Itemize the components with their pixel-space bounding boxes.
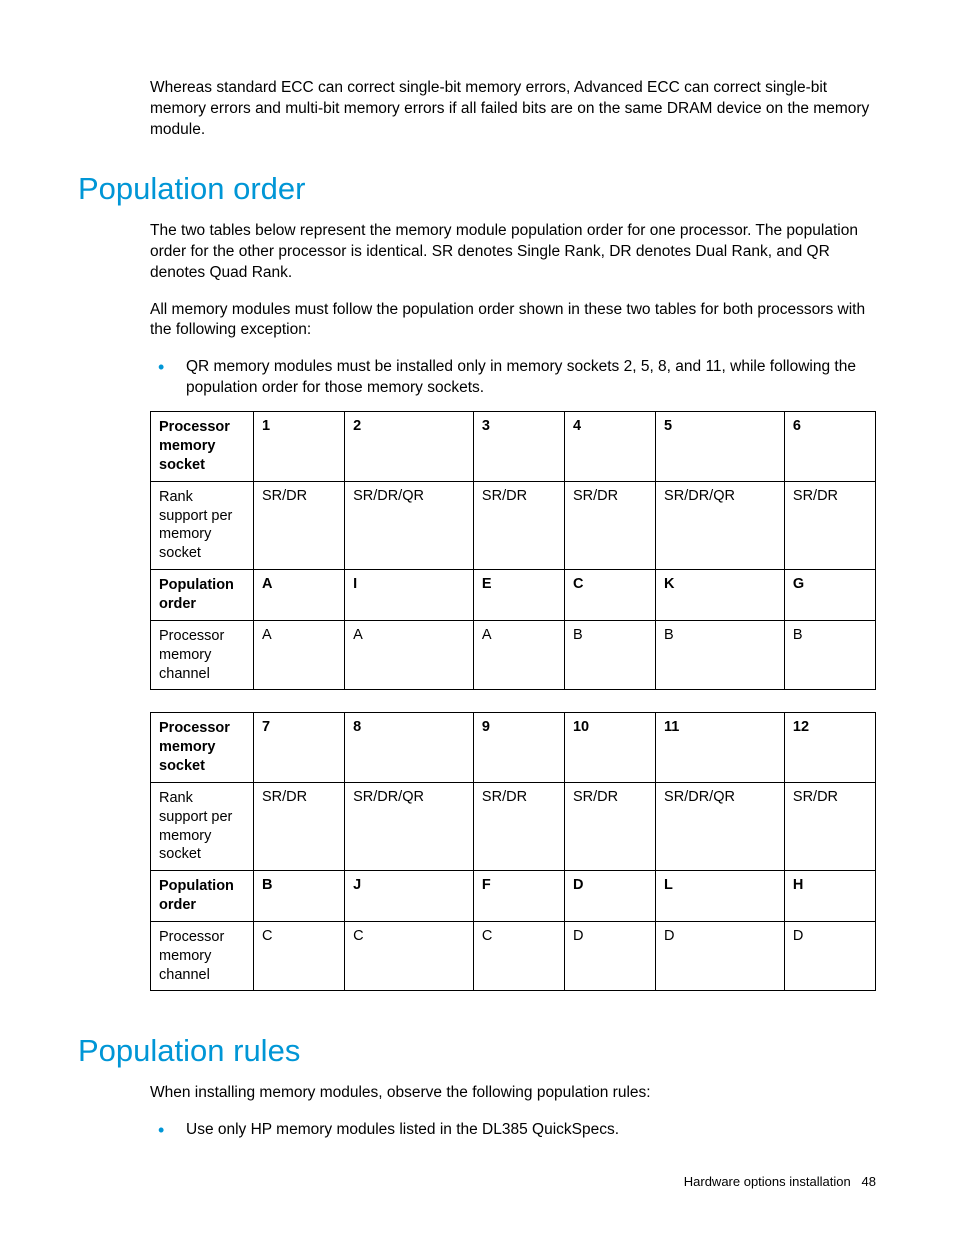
row-label: Processor memory channel [151, 620, 254, 690]
cell: SR/DR [254, 782, 345, 870]
cell: 9 [473, 713, 564, 783]
cell: G [784, 570, 875, 621]
cell: SR/DR/QR [656, 481, 785, 569]
cell: SR/DR [564, 481, 655, 569]
row-label: Rank support per memory socket [151, 782, 254, 870]
table-row: Population order B J F D L H [151, 871, 876, 922]
cell: J [345, 871, 474, 922]
cell: 3 [473, 412, 564, 482]
table-row: Processor memory socket 1 2 3 4 5 6 [151, 412, 876, 482]
cell: 5 [656, 412, 785, 482]
section1-para1: The two tables below represent the memor… [78, 221, 876, 284]
cell: A [254, 570, 345, 621]
section2-para1: When installing memory modules, observe … [78, 1083, 876, 1104]
row-label: Processor memory socket [151, 713, 254, 783]
section-heading-population-rules: Population rules [78, 1033, 876, 1069]
table-row: Rank support per memory socket SR/DR SR/… [151, 782, 876, 870]
table-row: Processor memory socket 7 8 9 10 11 12 [151, 713, 876, 783]
cell: E [473, 570, 564, 621]
cell: A [254, 620, 345, 690]
row-label: Processor memory socket [151, 412, 254, 482]
row-label: Rank support per memory socket [151, 481, 254, 569]
section-heading-population-order: Population order [78, 171, 876, 207]
cell: C [564, 570, 655, 621]
cell: SR/DR [473, 782, 564, 870]
cell: 6 [784, 412, 875, 482]
intro-paragraph: Whereas standard ECC can correct single-… [78, 78, 876, 141]
cell: 1 [254, 412, 345, 482]
cell: D [656, 921, 785, 991]
cell: D [784, 921, 875, 991]
table-row: Rank support per memory socket SR/DR SR/… [151, 481, 876, 569]
table-row: Processor memory channel A A A B B B [151, 620, 876, 690]
section1-bullet-item: QR memory modules must be installed only… [150, 357, 876, 399]
table-row: Population order A I E C K G [151, 570, 876, 621]
cell: 2 [345, 412, 474, 482]
cell: C [345, 921, 474, 991]
section1-para2: All memory modules must follow the popul… [78, 300, 876, 342]
row-label: Population order [151, 570, 254, 621]
cell: 12 [784, 713, 875, 783]
cell: SR/DR [473, 481, 564, 569]
cell: SR/DR/QR [345, 481, 474, 569]
footer-section-name: Hardware options installation [684, 1174, 851, 1189]
cell: C [254, 921, 345, 991]
cell: 10 [564, 713, 655, 783]
row-label: Population order [151, 871, 254, 922]
cell: SR/DR [254, 481, 345, 569]
cell: I [345, 570, 474, 621]
cell: B [784, 620, 875, 690]
memory-table-1: Processor memory socket 1 2 3 4 5 6 Rank… [150, 411, 876, 690]
cell: 11 [656, 713, 785, 783]
cell: A [473, 620, 564, 690]
cell: L [656, 871, 785, 922]
cell: SR/DR [564, 782, 655, 870]
cell: D [564, 921, 655, 991]
page-footer: Hardware options installation 48 [684, 1174, 876, 1189]
section2-bullet-item: Use only HP memory modules listed in the… [150, 1120, 876, 1141]
section2-bullets: Use only HP memory modules listed in the… [78, 1120, 876, 1141]
cell: SR/DR/QR [656, 782, 785, 870]
memory-table-2: Processor memory socket 7 8 9 10 11 12 R… [150, 712, 876, 991]
cell: SR/DR [784, 481, 875, 569]
cell: 7 [254, 713, 345, 783]
cell: A [345, 620, 474, 690]
cell: B [564, 620, 655, 690]
cell: SR/DR/QR [345, 782, 474, 870]
cell: C [473, 921, 564, 991]
cell: H [784, 871, 875, 922]
cell: D [564, 871, 655, 922]
cell: F [473, 871, 564, 922]
cell: K [656, 570, 785, 621]
row-label: Processor memory channel [151, 921, 254, 991]
cell: B [656, 620, 785, 690]
table-row: Processor memory channel C C C D D D [151, 921, 876, 991]
document-page: Whereas standard ECC can correct single-… [0, 0, 954, 1235]
cell: SR/DR [784, 782, 875, 870]
footer-page-number: 48 [862, 1174, 876, 1189]
cell: 8 [345, 713, 474, 783]
cell: B [254, 871, 345, 922]
cell: 4 [564, 412, 655, 482]
section1-bullets: QR memory modules must be installed only… [78, 357, 876, 399]
